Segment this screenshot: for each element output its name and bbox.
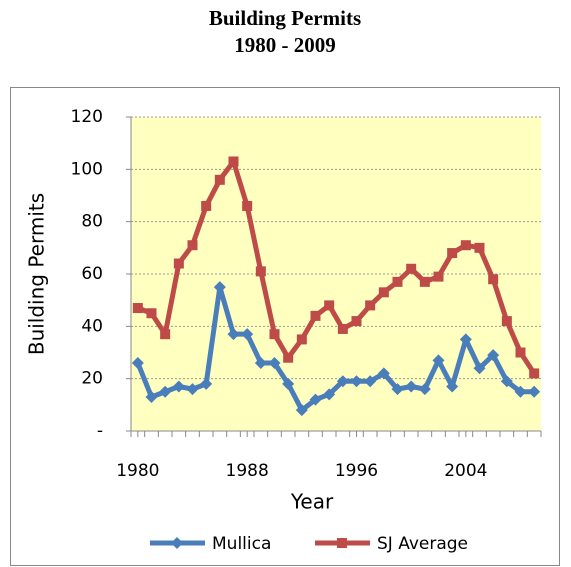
data-point <box>159 385 172 398</box>
data-point <box>132 303 143 314</box>
data-point <box>296 334 307 345</box>
data-point <box>447 248 458 259</box>
x-axis-label: Year <box>290 490 334 514</box>
data-point <box>131 356 144 369</box>
data-point <box>405 380 418 393</box>
data-point <box>228 156 239 167</box>
data-point <box>283 352 294 363</box>
data-point <box>160 329 171 340</box>
chart-subtitle: 1980 - 2009 <box>234 33 336 57</box>
data-point <box>255 266 266 277</box>
y-tick-label: 120 <box>71 107 103 127</box>
data-point <box>378 287 389 298</box>
data-point <box>391 383 404 396</box>
data-point <box>350 375 363 388</box>
data-point <box>406 263 417 274</box>
data-point <box>268 356 281 369</box>
data-point <box>145 390 158 403</box>
y-tick-label: 60 <box>81 264 103 284</box>
data-point <box>501 316 512 327</box>
x-tick-label: 1988 <box>226 461 269 481</box>
data-point <box>514 385 527 398</box>
data-point <box>227 328 240 341</box>
data-point <box>418 383 431 396</box>
data-point <box>309 393 322 406</box>
data-point <box>500 375 513 388</box>
data-point <box>213 281 226 294</box>
data-point <box>172 380 185 393</box>
data-point <box>173 258 184 269</box>
data-point <box>515 347 526 358</box>
data-point <box>200 377 213 390</box>
chart-title: Building Permits <box>209 6 361 30</box>
data-point <box>241 328 254 341</box>
data-point <box>337 323 348 334</box>
data-point <box>433 271 444 282</box>
data-point <box>323 388 336 401</box>
data-point <box>242 200 253 211</box>
data-point <box>473 362 486 375</box>
legend-label: Mullica <box>212 534 271 554</box>
legend-label: SJ Average <box>377 534 468 554</box>
data-point <box>201 200 212 211</box>
data-point <box>336 375 349 388</box>
data-point <box>392 276 403 287</box>
data-point <box>528 385 541 398</box>
data-point <box>310 310 321 321</box>
data-point <box>295 404 308 417</box>
y-tick-label: 80 <box>81 212 103 232</box>
data-point <box>419 276 430 287</box>
data-point <box>364 375 377 388</box>
data-point <box>459 333 472 346</box>
data-point <box>214 174 225 185</box>
x-tick-label: 2004 <box>444 461 487 481</box>
data-point <box>187 240 198 251</box>
legend-marker <box>171 537 183 549</box>
y-tick-label: 100 <box>71 159 103 179</box>
data-point <box>487 349 500 362</box>
data-point <box>254 356 267 369</box>
data-point <box>146 308 157 319</box>
legend-marker <box>337 538 347 548</box>
data-point <box>365 300 376 311</box>
data-point <box>446 380 459 393</box>
x-tick-label: 1996 <box>335 461 378 481</box>
data-point <box>186 383 199 396</box>
y-tick-label: 40 <box>81 316 103 336</box>
data-point <box>474 242 485 253</box>
data-point <box>460 240 471 251</box>
data-point <box>351 316 362 327</box>
y-tick-label: - <box>97 421 103 441</box>
data-point <box>432 354 445 367</box>
data-point <box>529 368 540 379</box>
data-point <box>488 274 499 285</box>
data-point <box>324 300 335 311</box>
data-point <box>377 367 390 380</box>
x-tick-label: 1980 <box>116 461 159 481</box>
y-axis-label: Building Permits <box>25 193 49 355</box>
data-point <box>269 329 280 340</box>
y-tick-label: 20 <box>81 369 103 389</box>
data-point <box>282 377 295 390</box>
